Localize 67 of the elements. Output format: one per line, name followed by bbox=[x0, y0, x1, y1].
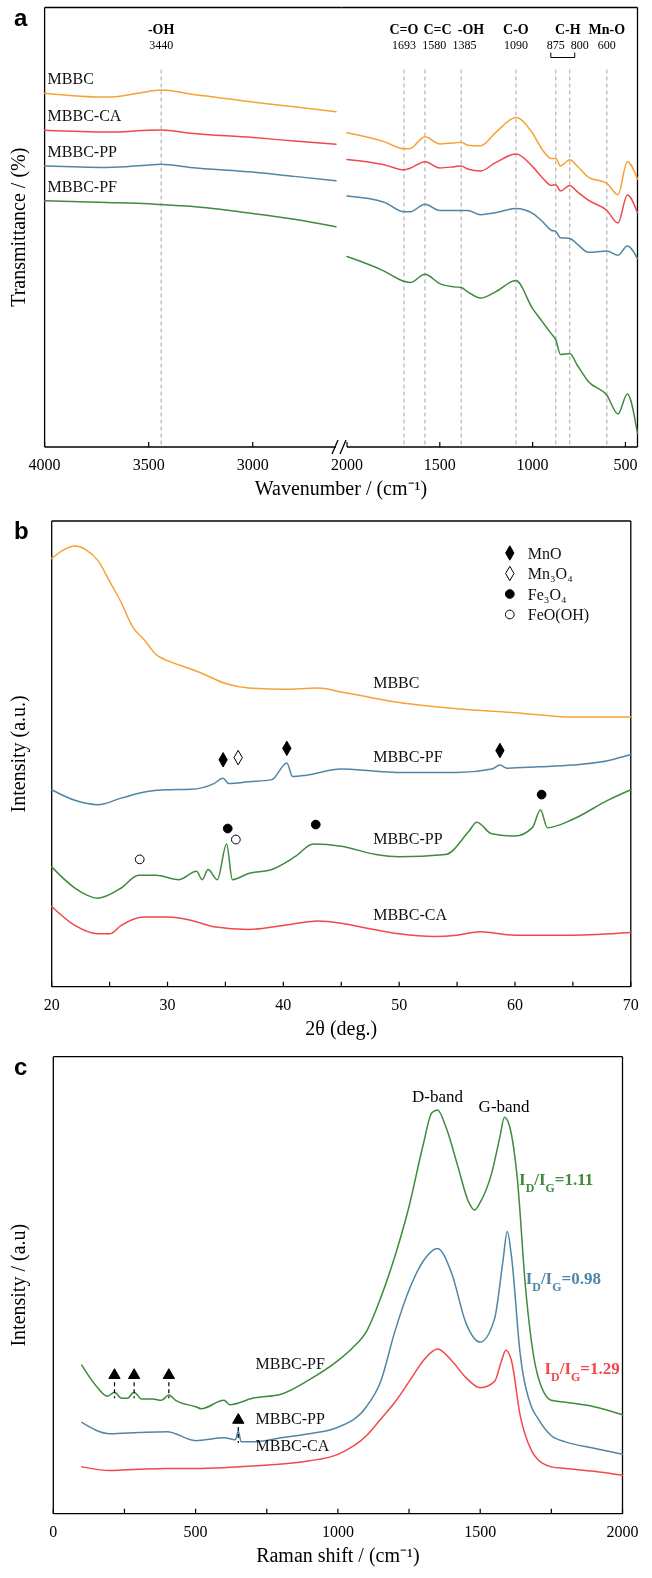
series-label: MBBC bbox=[373, 674, 420, 692]
legend-label: Fe₃O₄ bbox=[527, 585, 567, 603]
series-label: MBBC-PP bbox=[373, 830, 443, 848]
text: Mn-O bbox=[588, 21, 626, 37]
x-tick-label: 30 bbox=[159, 995, 176, 1013]
x-tick-label: 4000 bbox=[28, 456, 61, 473]
text: D-band bbox=[412, 1087, 464, 1107]
x-axis-title: Raman shift / (cm⁻¹) bbox=[256, 1543, 420, 1567]
series-label: MBBC bbox=[47, 70, 94, 88]
series-label: MBBC-PP bbox=[255, 1410, 325, 1428]
text: C=C bbox=[423, 21, 452, 37]
x-tick-label: 2000 bbox=[331, 456, 363, 473]
ref-line-label: 600 bbox=[597, 37, 616, 52]
x-tick-label: 2000 bbox=[606, 1522, 639, 1540]
x-tick-label: 3000 bbox=[236, 456, 269, 473]
x-tick-label: 70 bbox=[622, 995, 639, 1013]
legend-label: Mn₃O₄ bbox=[527, 565, 574, 582]
series-label: MBBC-PF bbox=[47, 177, 118, 195]
x-tick-label: 20 bbox=[43, 995, 60, 1013]
x-tick-label: 1500 bbox=[423, 456, 456, 473]
ref-line-label: 1580 bbox=[422, 37, 447, 52]
series-label: MBBC-PF bbox=[255, 1354, 325, 1372]
legend-label: FeO(OH) bbox=[527, 606, 590, 624]
series-label: MBBC-CA bbox=[373, 905, 448, 923]
ref-line-label: 1693 bbox=[391, 37, 416, 52]
annotation: I$_{D}$/I$_{G}$=0.98 bbox=[525, 1269, 601, 1295]
annotation: G-band bbox=[478, 1096, 531, 1116]
x-tick-label: 3500 bbox=[132, 456, 165, 473]
ref-line-label: 1385 bbox=[452, 37, 477, 52]
ref-line-label: 800 bbox=[570, 37, 589, 52]
text: -OH bbox=[457, 21, 485, 37]
x-tick-label: 1000 bbox=[321, 1522, 354, 1540]
point bbox=[134, 854, 145, 865]
x-axis-title: Wavenumber / (cm⁻¹) bbox=[254, 477, 428, 500]
point bbox=[230, 834, 241, 845]
annotation: I$_{D}$/I$_{G}$=1.29 bbox=[544, 1358, 620, 1384]
chart-title: a bbox=[14, 3, 28, 31]
x-tick-label: 1500 bbox=[464, 1522, 497, 1540]
point bbox=[536, 789, 547, 800]
point bbox=[310, 819, 321, 830]
series-label: MBBC-CA bbox=[47, 107, 122, 125]
legend-label: MnO bbox=[527, 544, 562, 562]
chart-title: b bbox=[14, 517, 29, 544]
series-label: MBBC-PF bbox=[373, 747, 443, 765]
x-tick-label: 60 bbox=[506, 995, 523, 1013]
x-tick-label: 0 bbox=[49, 1522, 58, 1540]
y-axis-title: Transmittance / (%) bbox=[7, 147, 30, 307]
x-tick-label: 50 bbox=[391, 995, 408, 1013]
text: C-O bbox=[503, 21, 529, 37]
text: C=O bbox=[389, 21, 419, 37]
point bbox=[222, 823, 233, 834]
ref-line-label: 3440 bbox=[149, 37, 174, 52]
ref-line-label: 875 bbox=[546, 37, 565, 52]
series-label: MBBC-PP bbox=[47, 143, 118, 161]
annotation: I$_{D}$/I$_{G}$=1.11 bbox=[519, 1170, 594, 1196]
text: C-H bbox=[554, 21, 581, 37]
y-axis-title: Intensity / (a.u) bbox=[7, 1223, 30, 1347]
x-tick-label: 500 bbox=[183, 1522, 208, 1540]
series-label: MBBC-CA bbox=[255, 1437, 330, 1455]
ref-line-label: 1090 bbox=[503, 37, 528, 52]
x-tick-label: 1000 bbox=[516, 456, 549, 473]
text: -OH bbox=[147, 21, 175, 37]
x-tick-label: 500 bbox=[613, 456, 638, 473]
chart-title: c bbox=[14, 1052, 28, 1080]
x-tick-label: 40 bbox=[275, 995, 292, 1013]
x-axis-title: 2θ (deg.) bbox=[305, 1016, 378, 1040]
y-axis-title: Intensity (a.u.) bbox=[7, 695, 30, 813]
